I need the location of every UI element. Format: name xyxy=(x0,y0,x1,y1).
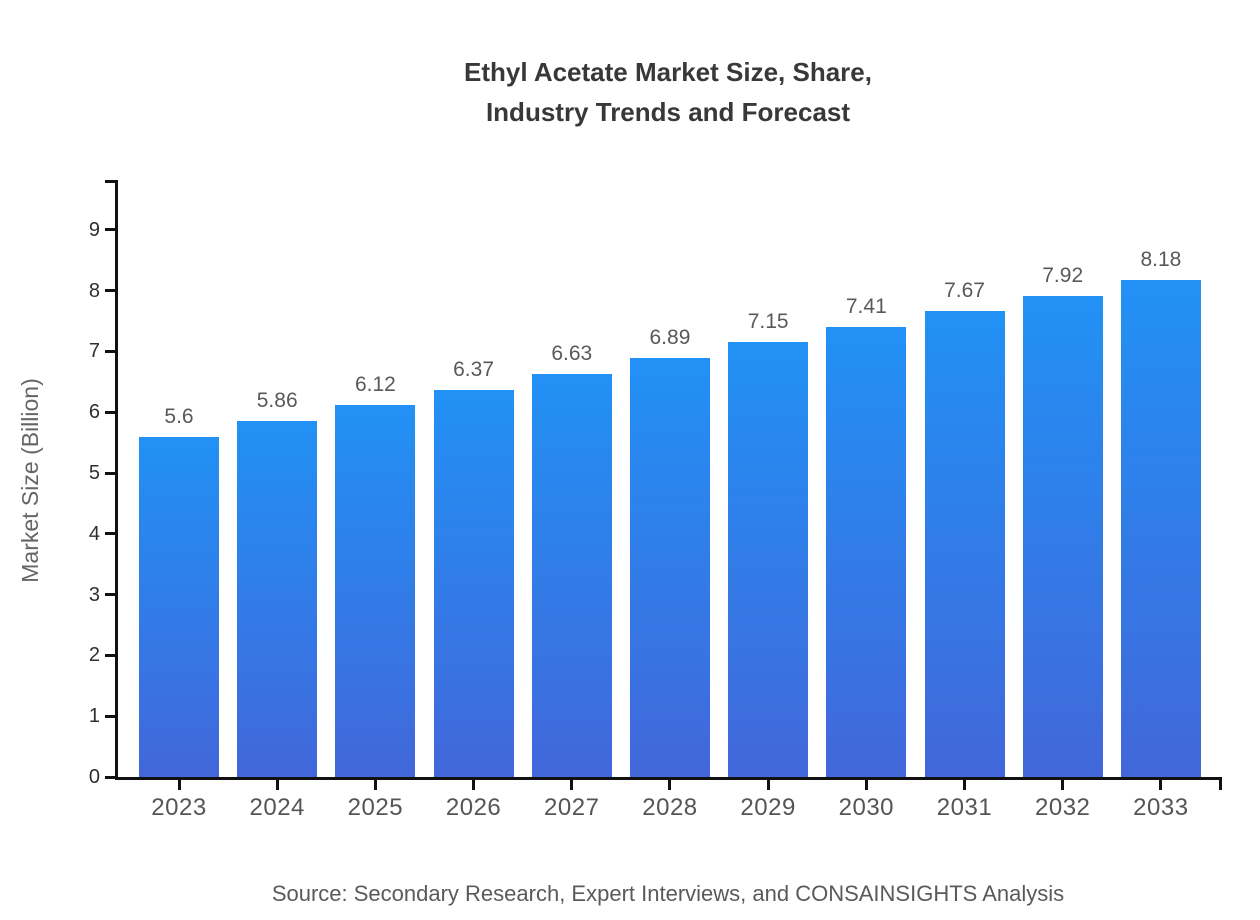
bar-2023 xyxy=(139,436,219,777)
x-tick-label: 2026 xyxy=(445,794,502,821)
bar-2031 xyxy=(924,310,1005,777)
x-tick-mark xyxy=(963,780,966,790)
bar-2032 xyxy=(1022,295,1103,777)
y-tick-mark xyxy=(105,471,115,475)
y-tick-mark xyxy=(105,653,115,657)
bar-2030 xyxy=(826,326,907,777)
bar-value-label: 8.18 xyxy=(1140,247,1182,271)
chart-title-line-2: Industry Trends and Forecast xyxy=(485,97,851,127)
bar-slot-2031: 7.67 2031 xyxy=(924,180,1005,821)
bar-value-label: 7.67 xyxy=(944,278,985,302)
x-tick-mark xyxy=(472,780,476,790)
y-tick-label: 9 xyxy=(88,218,100,241)
bar-2027 xyxy=(531,373,612,777)
y-tick-mark xyxy=(105,532,115,536)
y-tick-label: 1 xyxy=(88,705,100,728)
x-tick-mark xyxy=(373,780,377,790)
x-tick-label: 2032 xyxy=(1034,794,1091,821)
source-note: Source: Secondary Research, Expert Inter… xyxy=(271,881,1065,906)
y-tick-mark xyxy=(105,228,115,232)
bar-value-label: 6.89 xyxy=(649,326,691,350)
y-axis-endcap xyxy=(105,180,118,183)
bar-slot-2023: 5.6 2023 xyxy=(139,180,219,821)
x-tick-label: 2029 xyxy=(740,794,796,821)
bar-value-label: 7.41 xyxy=(845,294,887,318)
x-tick-label: 2023 xyxy=(151,794,207,821)
chart-title: Ethyl Acetate Market Size, Share, Indust… xyxy=(76,52,1260,132)
bar-value-label: 6.37 xyxy=(453,357,494,381)
bar-2026 xyxy=(433,389,514,777)
y-tick-label: 8 xyxy=(88,279,100,302)
bar-slot-2028: 6.89 2028 xyxy=(629,180,710,821)
y-tick-label: 6 xyxy=(88,401,100,424)
x-tick-mark xyxy=(1061,780,1065,790)
bar-value-label: 7.15 xyxy=(747,310,789,334)
bar-value-label: 7.92 xyxy=(1042,263,1084,287)
x-tick-label: 2028 xyxy=(642,794,698,821)
y-tick-label: 0 xyxy=(88,766,100,788)
y-tick-mark xyxy=(105,593,115,597)
bar-slot-2033: 8.18 2033 xyxy=(1120,180,1201,821)
bar-slot-2025: 6.12 2025 xyxy=(335,180,416,821)
x-tick-mark xyxy=(177,780,181,790)
bar-2025 xyxy=(335,404,416,777)
bar-2028 xyxy=(629,358,710,777)
bar-value-label: 5.86 xyxy=(256,388,298,412)
x-tick-mark xyxy=(1159,780,1163,790)
bar-2033 xyxy=(1120,279,1201,777)
x-tick-label: 2033 xyxy=(1133,794,1189,821)
bar-value-label: 6.63 xyxy=(551,341,593,365)
x-tick-label: 2027 xyxy=(544,794,600,821)
bar-2029 xyxy=(728,342,809,777)
bar-slot-2029: 7.15 2029 xyxy=(728,180,809,821)
plot-area: 0 1 2 3 4 5 6 7 8 9 5.6 2023 5.86 2024 6.12 2025 6.37 20… xyxy=(89,180,1222,821)
x-tick-label: 2031 xyxy=(936,794,993,821)
y-tick-label: 7 xyxy=(88,340,100,363)
bar-2024 xyxy=(237,420,318,777)
bar-value-label: 5.6 xyxy=(164,404,194,428)
x-tick-label: 2030 xyxy=(838,794,895,821)
x-tick-label: 2024 xyxy=(249,794,305,821)
y-tick-mark xyxy=(105,410,115,414)
x-tick-mark xyxy=(864,780,868,790)
x-axis-endcap xyxy=(1219,777,1222,790)
bar-slot-2026: 6.37 2026 xyxy=(433,180,514,821)
bars-container: 5.6 2023 5.86 2024 6.12 2025 6.37 2026 6.63 2027 6… xyxy=(118,180,1222,821)
y-tick-label: 2 xyxy=(88,644,100,667)
bar-slot-2030: 7.41 2030 xyxy=(826,180,907,821)
bar-slot-2024: 5.86 2024 xyxy=(237,180,318,821)
x-tick-mark xyxy=(275,780,279,790)
x-tick-label: 2025 xyxy=(347,794,404,821)
y-axis-title: Market Size (Billion) xyxy=(4,180,56,780)
bar-value-label: 6.12 xyxy=(354,372,396,396)
y-tick-mark xyxy=(105,714,115,718)
y-tick-mark xyxy=(105,775,115,779)
bar-slot-2027: 6.63 2027 xyxy=(531,180,612,821)
y-axis-title-text: Market Size (Billion) xyxy=(16,377,43,583)
y-tick-label: 4 xyxy=(88,522,100,545)
x-tick-mark xyxy=(668,780,672,790)
x-tick-mark xyxy=(766,780,770,790)
bar-slot-2032: 7.92 2032 xyxy=(1022,180,1103,821)
chart-title-line-1: Ethyl Acetate Market Size, Share, xyxy=(464,57,872,87)
y-tick-label: 5 xyxy=(88,462,100,485)
y-tick-label: 3 xyxy=(88,583,100,606)
x-tick-mark xyxy=(570,780,574,790)
y-tick-mark xyxy=(105,349,115,353)
y-tick-mark xyxy=(105,289,115,293)
